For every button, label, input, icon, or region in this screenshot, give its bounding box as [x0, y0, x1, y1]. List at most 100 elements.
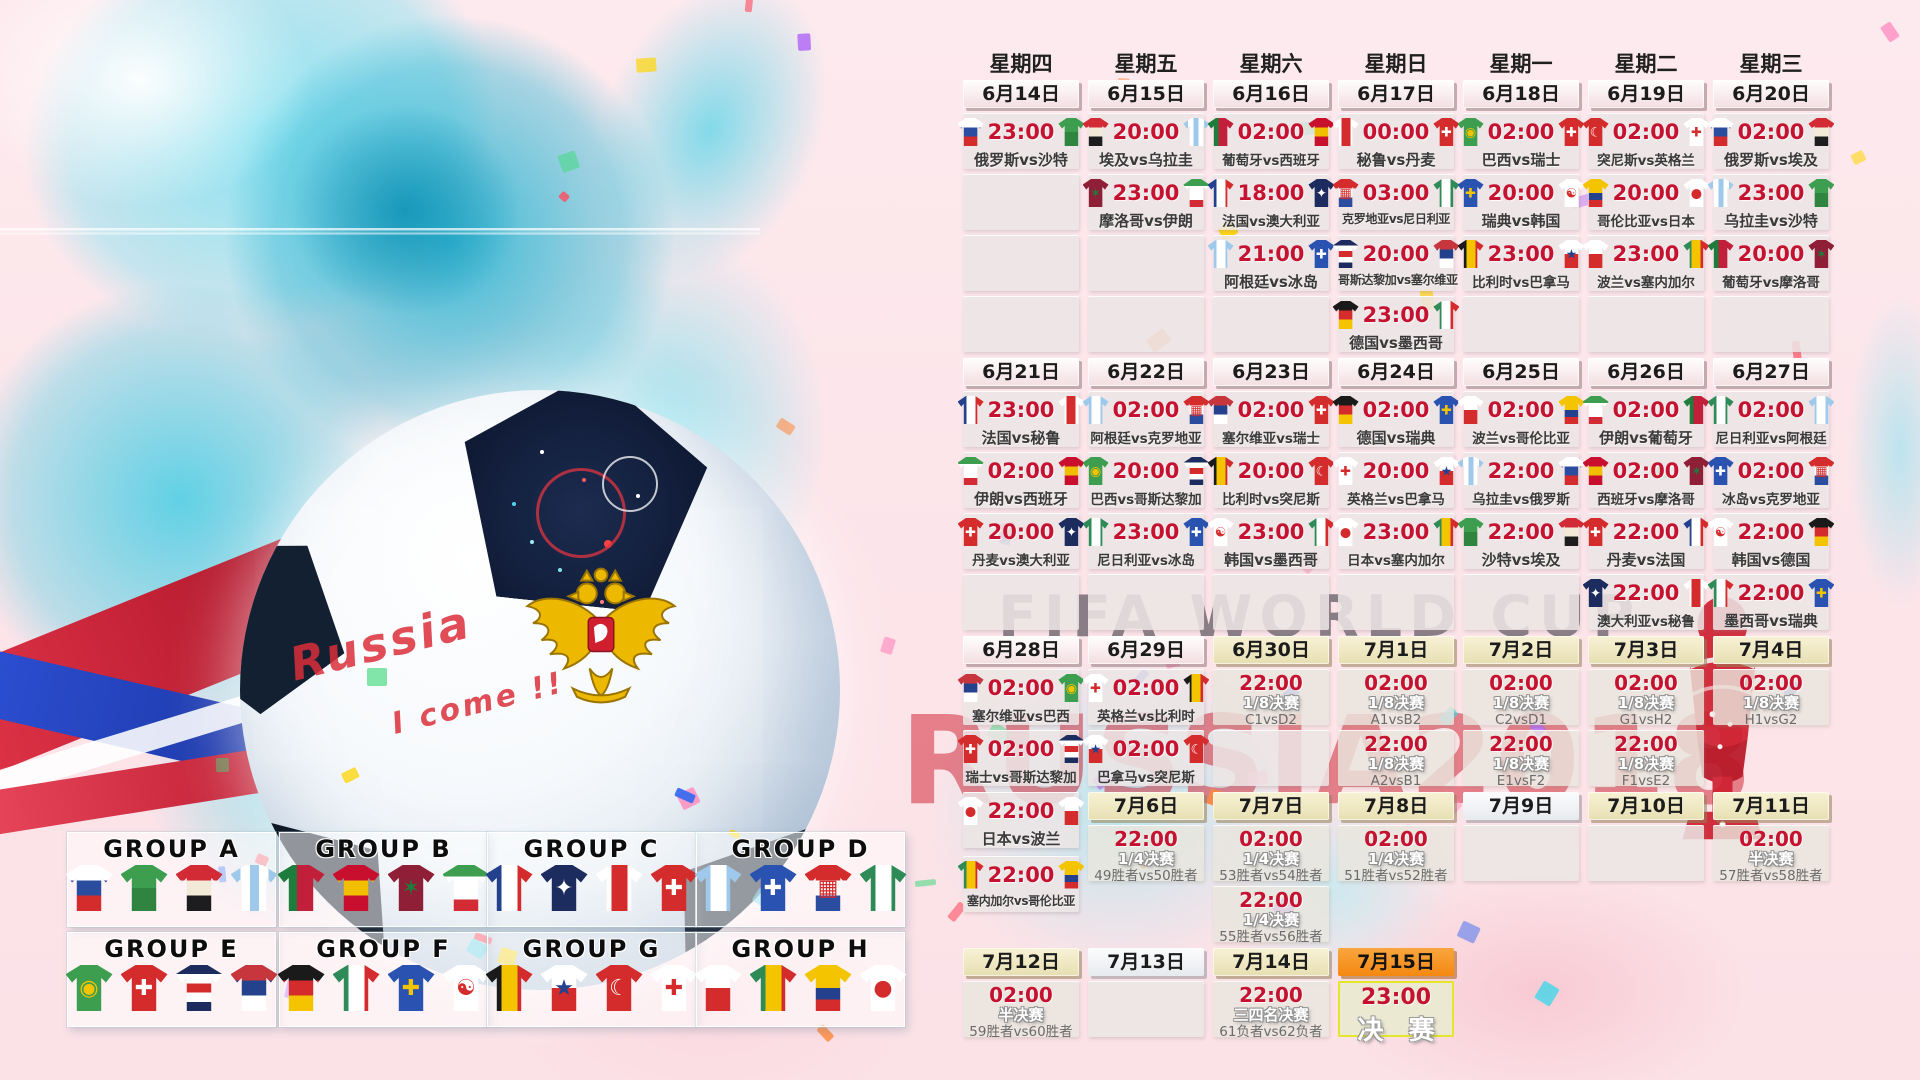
teams-code: 59胜者vs60胜者 — [969, 1024, 1073, 1040]
weekday-label: 星期五 — [1114, 52, 1178, 76]
empty-cell — [1088, 235, 1204, 291]
team-jersey — [1683, 396, 1710, 424]
team-jersey — [1707, 396, 1734, 424]
stage-label: 1/4决赛 — [1367, 850, 1425, 868]
team-jersey — [1558, 457, 1585, 485]
team-jersey: ✦ — [1582, 579, 1609, 607]
match-time: 20:00 — [1362, 459, 1430, 483]
match-name: 沙特vs埃及 — [1481, 551, 1561, 569]
team-jersey: ✚ — [1707, 457, 1734, 485]
match-name: 摩洛哥vs伊朗 — [1099, 212, 1193, 230]
match-cell: ★ 02:00 ☾ 巴拿马vs突尼斯 — [1082, 730, 1210, 786]
empty-cell — [963, 235, 1079, 291]
weekday-label: 星期日 — [1364, 52, 1428, 76]
match-name: 瑞典vs韩国 — [1481, 212, 1561, 230]
match-name: 葡萄牙vs西班牙 — [1222, 153, 1320, 169]
match-cell: 18:00 ✦ 法国vs澳大利亚 — [1207, 174, 1335, 230]
match-time: 02:00 — [987, 676, 1055, 700]
date-header: 7月12日 — [963, 948, 1079, 976]
match-time: 22:00 — [1489, 732, 1553, 756]
group-box: GROUP G ★ ☾ ✚ — [485, 932, 698, 1027]
team-jersey: ★ — [1433, 457, 1460, 485]
match-name: 俄罗斯vs埃及 — [1724, 151, 1818, 169]
group-title: GROUP F — [316, 935, 451, 963]
jersey-flag-glyph: ★ — [1089, 742, 1102, 758]
team-jersey — [694, 965, 742, 1011]
jersey-flag-glyph: ✚ — [1715, 464, 1727, 480]
team-jersey — [1457, 518, 1484, 546]
team-jersey: ✦ — [1308, 179, 1335, 207]
jersey-flag-glyph: ✶ — [1090, 186, 1102, 202]
knockout-cell: 22:00 1/4决赛 55胜者vs56胜者 — [1213, 886, 1329, 945]
team-jersey: ✚ — [1308, 240, 1335, 268]
teams-code: E1vsF2 — [1496, 773, 1546, 789]
match-name: 葡萄牙vs摩洛哥 — [1722, 275, 1820, 291]
jersey-flag-glyph: ✚ — [1315, 403, 1327, 419]
match-name: 尼日利亚vs阿根廷 — [1715, 431, 1827, 447]
team-jersey: ▦ — [1332, 179, 1359, 207]
match-time: 02:00 — [1112, 676, 1180, 700]
jersey-flag-glyph: ✚ — [1090, 681, 1102, 697]
team-jersey: ✚ — [1457, 179, 1484, 207]
team-jersey — [1433, 301, 1460, 329]
match-cell: 22:00 沙特vs埃及 — [1457, 513, 1585, 569]
match-cell: ▦ 03:00 克罗地亚vs尼日利亚 — [1332, 174, 1460, 230]
match-time-row: ▦ 03:00 — [1332, 174, 1460, 210]
match-cell: 02:00 伊朗vs葡萄牙 — [1582, 391, 1710, 447]
match-time-row: 00:00 ✚ — [1332, 113, 1460, 149]
knockout-cell: 02:00 1/8决赛 G1vsH2 — [1588, 669, 1704, 728]
team-jersey: ☾ — [1183, 735, 1210, 763]
match-name: 巴西vs哥斯达黎加 — [1090, 492, 1202, 508]
match-cell: 22:00 ✚ 墨西哥vs瑞典 — [1707, 574, 1835, 630]
stage-label: 1/4决赛 — [1242, 850, 1300, 868]
date-header: 7月2日 — [1463, 636, 1579, 664]
team-jersey — [1332, 118, 1359, 146]
date-header: 6月20日 — [1713, 80, 1829, 108]
match-time-row: 02:00 ✚ — [1332, 391, 1460, 427]
match-cell: 02:00 ▦ 阿根廷vs克罗地亚 — [1082, 391, 1210, 447]
jersey-flag-glyph: ☯ — [456, 975, 476, 1001]
empty-cell — [1213, 296, 1329, 352]
match-time: 02:00 — [987, 737, 1055, 761]
match-name: 英格兰vs巴拿马 — [1347, 492, 1445, 508]
team-jersey — [1058, 396, 1085, 424]
match-time: 20:00 — [1362, 242, 1430, 266]
match-time-row: ◉ 20:00 — [1082, 452, 1210, 488]
team-jersey — [957, 118, 984, 146]
jersey-flag-glyph: ☾ — [1589, 125, 1602, 141]
match-time: 02:00 — [1239, 827, 1303, 851]
team-jersey: ✦ — [540, 865, 588, 911]
match-time-row: ★ 02:00 ☾ — [1082, 730, 1210, 766]
jersey-flag-glyph: ✶ — [1690, 464, 1702, 480]
team-jersey — [1183, 457, 1210, 485]
team-jersey — [1433, 240, 1460, 268]
team-jersey — [1683, 579, 1710, 607]
team-jersey: ✚ — [120, 965, 168, 1011]
stage-label: 1/8决赛 — [1367, 694, 1425, 712]
empty-cell — [963, 574, 1079, 630]
jersey-flag-glyph: ✚ — [1190, 525, 1202, 541]
match-time: 23:00 — [1237, 520, 1305, 544]
match-time: 02:00 — [1237, 398, 1305, 422]
match-time-row: ✚ 20:00 ✦ — [957, 513, 1085, 549]
date-header: 6月22日 — [1088, 358, 1204, 386]
jersey-flag-glyph: ✚ — [1440, 125, 1452, 141]
match-time: 02:00 — [1737, 398, 1805, 422]
stage-label: 1/8决赛 — [1492, 694, 1550, 712]
match-cell: ✶ 23:00 摩洛哥vs伊朗 — [1082, 174, 1210, 230]
match-name: 尼日利亚vs冰岛 — [1097, 553, 1195, 569]
match-name: 塞尔维亚vs瑞士 — [1222, 431, 1320, 447]
empty-cell — [963, 296, 1079, 352]
team-jersey — [65, 865, 113, 911]
stage-label: 1/8决赛 — [1242, 694, 1300, 712]
team-jersey — [1707, 579, 1734, 607]
date-header: 6月28日 — [963, 636, 1079, 664]
knockout-cell: 02:00 半决赛 57胜者vs58胜者 — [1713, 825, 1829, 884]
match-cell: 00:00 ✚ 秘鲁vs丹麦 — [1332, 113, 1460, 169]
date-header: 6月24日 — [1338, 358, 1454, 386]
match-time: 23:00 — [1737, 181, 1805, 205]
empty-cell — [1588, 296, 1704, 352]
match-name: 英格兰vs比利时 — [1097, 709, 1195, 725]
match-cell: 02:00 ✚ 塞尔维亚vs瑞士 — [1207, 391, 1335, 447]
